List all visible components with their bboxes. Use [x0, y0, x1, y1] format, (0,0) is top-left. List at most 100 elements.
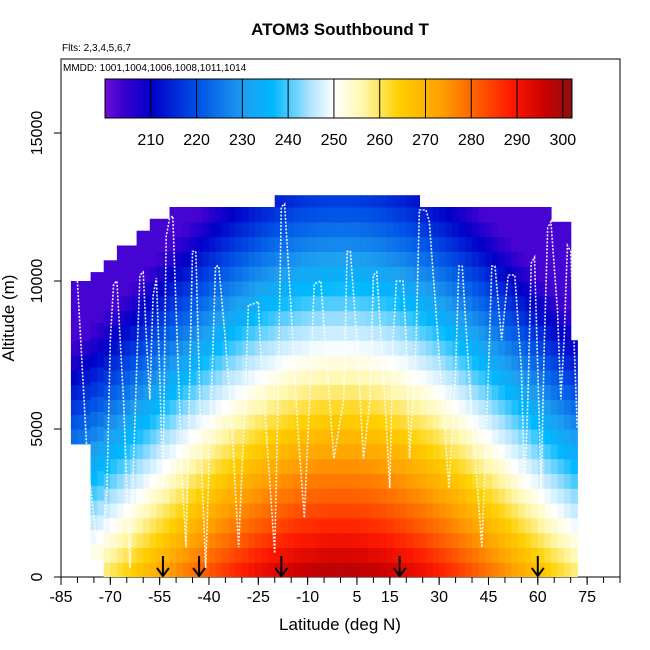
- heatmap-cell: [550, 236, 559, 252]
- heatmap-cell: [301, 473, 309, 489]
- heatmap-cell: [564, 281, 572, 297]
- heatmap-cell: [386, 517, 394, 534]
- heatmap-cell: [176, 236, 184, 252]
- heatmap-cell: [327, 207, 335, 223]
- heatmap-cell: [287, 310, 296, 326]
- heatmap-cell: [307, 414, 315, 430]
- heatmap-cell: [320, 473, 328, 489]
- heatmap-cell: [274, 443, 282, 460]
- heatmap-cell: [353, 281, 361, 297]
- heatmap-cell: [406, 369, 414, 386]
- heatmap-cell: [235, 473, 243, 489]
- heatmap-cell: [524, 221, 532, 238]
- heatmap-cell: [241, 266, 250, 282]
- heatmap-cell: [412, 562, 420, 577]
- heatmap-cell: [412, 251, 420, 267]
- heatmap-cell: [248, 414, 256, 430]
- heatmap-cell: [544, 340, 552, 356]
- heatmap-cell: [90, 485, 98, 501]
- heatmap-cell: [373, 547, 381, 563]
- heatmap-cell: [340, 266, 348, 282]
- heatmap-cell: [333, 429, 342, 445]
- heatmap-cell: [340, 443, 348, 460]
- heatmap-cell: [176, 562, 184, 577]
- heatmap-cell: [110, 260, 118, 267]
- heatmap-cell: [360, 207, 368, 223]
- heatmap-cell: [511, 295, 519, 312]
- heatmap-cell: [570, 562, 578, 577]
- heatmap-cell: [380, 295, 388, 312]
- heatmap-cell: [320, 384, 328, 400]
- heatmap-cell: [176, 310, 184, 326]
- heatmap-cell: [478, 399, 486, 415]
- heatmap-cell: [419, 266, 427, 282]
- heatmap-cell: [274, 503, 282, 519]
- heatmap-cell: [472, 310, 480, 326]
- heatmap-cell: [465, 429, 473, 445]
- heatmap-cell: [485, 236, 493, 252]
- heatmap-cell: [445, 547, 453, 563]
- heatmap-cell: [248, 443, 256, 460]
- heatmap-cell: [143, 384, 151, 400]
- heatmap-cell: [274, 517, 282, 534]
- heatmap-cell: [123, 443, 131, 460]
- heatmap-cell: [241, 562, 250, 577]
- heatmap-cell: [347, 517, 355, 534]
- heatmap-cell: [268, 384, 276, 400]
- heatmap-cell: [439, 355, 447, 371]
- heatmap-cell: [90, 440, 98, 457]
- heatmap-cell: [70, 369, 79, 386]
- heatmap-cell: [340, 414, 348, 430]
- heatmap-cell: [564, 414, 572, 430]
- heatmap-cell: [307, 562, 315, 577]
- heatmap-cell: [195, 429, 203, 445]
- heatmap-cell: [360, 503, 368, 519]
- heatmap-cell: [465, 473, 473, 489]
- heatmap-cell: [524, 399, 532, 415]
- heatmap-cell: [156, 266, 164, 282]
- heatmap-cell: [393, 532, 401, 548]
- heatmap-cell: [136, 236, 144, 252]
- heatmap-cell: [399, 325, 407, 341]
- heatmap-cell: [281, 547, 289, 563]
- heatmap-cell: [156, 547, 164, 563]
- x-tick-label: 75: [578, 589, 596, 606]
- heatmap-cell: [373, 310, 381, 326]
- heatmap-cell: [287, 325, 296, 341]
- heatmap-cell: [294, 429, 302, 445]
- heatmap-cell: [162, 488, 171, 504]
- heatmap-cell: [485, 340, 493, 356]
- heatmap-cell: [491, 458, 499, 474]
- heatmap-cell: [130, 384, 138, 400]
- heatmap-cell: [366, 547, 374, 563]
- heatmap-cell: [241, 503, 250, 519]
- heatmap-cell: [110, 517, 118, 534]
- heatmap-cell: [149, 443, 157, 460]
- heatmap-cell: [320, 281, 328, 297]
- heatmap-cell: [439, 281, 447, 297]
- heatmap-cell: [176, 369, 184, 386]
- heatmap-cell: [373, 195, 381, 208]
- heatmap-cell: [419, 325, 427, 341]
- heatmap-cell: [156, 218, 164, 223]
- heatmap-cell: [333, 236, 342, 252]
- heatmap-cell: [209, 266, 217, 282]
- heatmap-cell: [116, 414, 125, 430]
- heatmap-cell: [215, 325, 223, 341]
- heatmap-cell: [222, 281, 230, 297]
- heatmap-cell: [353, 207, 361, 223]
- heatmap-cell: [406, 488, 414, 504]
- heatmap-cell: [314, 310, 322, 326]
- heatmap-cell: [393, 384, 401, 400]
- heatmap-cell: [327, 517, 335, 534]
- heatmap-cell: [445, 251, 453, 267]
- heatmap-cell: [504, 503, 513, 519]
- heatmap-cell: [77, 281, 85, 297]
- heatmap-cell: [301, 369, 309, 386]
- heatmap-cell: [255, 236, 263, 252]
- heatmap-cell: [162, 443, 171, 460]
- heatmap-cell: [386, 488, 394, 504]
- heatmap-cell: [281, 414, 289, 430]
- heatmap-cell: [399, 458, 407, 474]
- heatmap-cell: [156, 384, 164, 400]
